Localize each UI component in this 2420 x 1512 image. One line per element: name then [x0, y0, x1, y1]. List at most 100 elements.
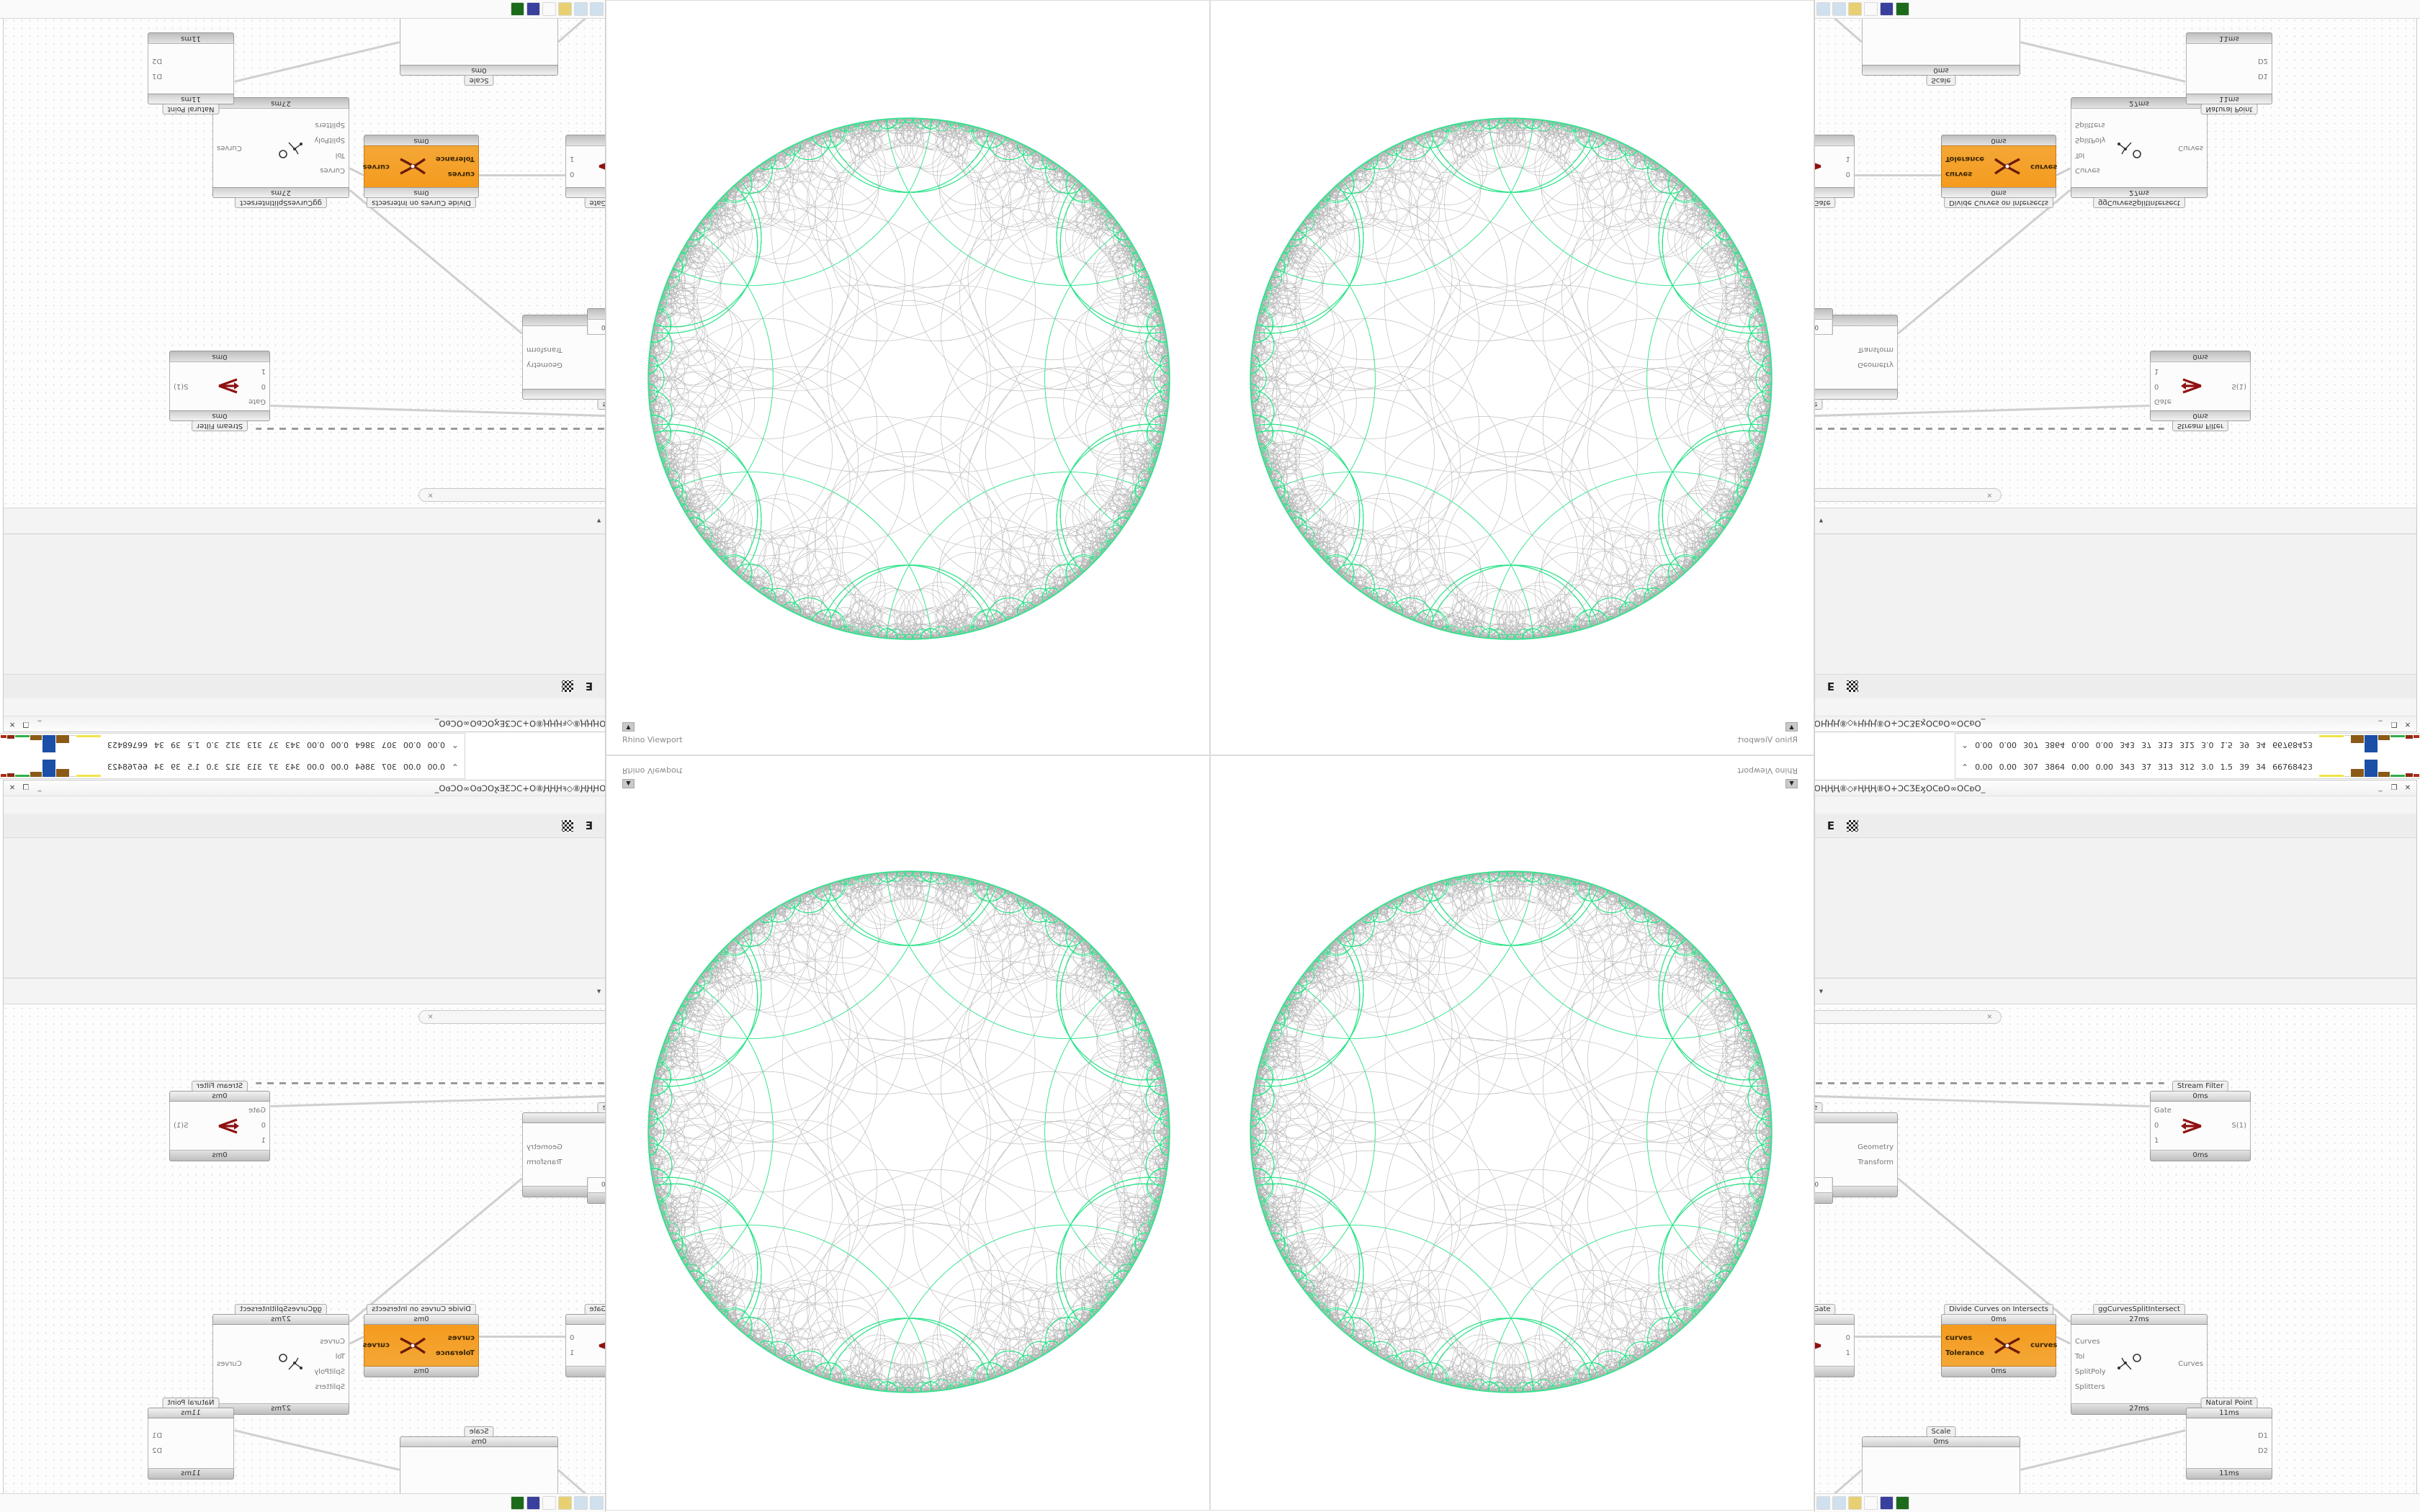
output-port[interactable]: S(1) — [2231, 1122, 2246, 1130]
output-port[interactable]: Geometry — [526, 1143, 563, 1151]
clear-search-icon[interactable]: ✕ — [428, 1014, 434, 1021]
output-port[interactable]: D2 — [2258, 1447, 2268, 1455]
close-button[interactable]: ✕ — [2402, 719, 2414, 729]
input-port[interactable]: curves — [436, 1334, 475, 1342]
taskbar-folder-icon[interactable] — [1847, 2, 1862, 16]
taskbar-blank-icon[interactable] — [1863, 1496, 1878, 1510]
node-outputs[interactable]: D1 D2 — [148, 1429, 166, 1458]
input-port[interactable]: Tol — [2075, 152, 2106, 160]
gh-component[interactable]: Scale0ms0ms — [1862, 1426, 2020, 1506]
minimize-button[interactable]: _ — [34, 719, 45, 729]
minimize-button[interactable]: _ — [34, 783, 45, 793]
node-outputs[interactable]: S(1) — [2228, 379, 2250, 393]
node-body[interactable]: D1 D2 — [148, 1418, 234, 1469]
node-outputs[interactable]: curves — [359, 1338, 393, 1352]
window-controls[interactable]: _ ❐ ✕ — [6, 783, 45, 793]
taskbar-save-icon[interactable] — [526, 1496, 541, 1510]
rhino-viewport-cell[interactable]: Rhino Viewport ▲ — [606, 0, 1210, 755]
scroller-digit[interactable]: 0 — [1801, 1178, 1833, 1192]
output-port[interactable]: Curves — [217, 144, 242, 152]
node-outputs[interactable] — [2012, 30, 2020, 36]
taskbar-terminal-icon[interactable] — [511, 2, 525, 16]
input-port[interactable]: Gate — [2154, 397, 2172, 405]
node-inputs[interactable] — [550, 30, 557, 36]
gh-component[interactable]: ggCurvesSplitIntersect 27ms Curves Tol Split… — [212, 97, 349, 208]
input-port[interactable]: Tolerance — [1945, 1349, 1984, 1357]
input-port[interactable]: curves — [1945, 1334, 1984, 1342]
node-body[interactable]: curves Tolerance curves — [363, 1325, 479, 1367]
node-outputs[interactable]: Geometry Transform — [1854, 1140, 1897, 1169]
input-port[interactable]: curves — [436, 171, 475, 179]
node-outputs[interactable]: Geometry Transform — [523, 343, 566, 372]
taskbar-folder-icon[interactable] — [558, 2, 573, 16]
node-outputs[interactable]: Curves — [213, 1357, 246, 1371]
input-port[interactable]: SplitPoly — [2075, 1368, 2106, 1376]
input-port[interactable]: Gate — [248, 1107, 266, 1115]
input-port[interactable]: Splitters — [314, 122, 345, 130]
output-port[interactable]: Curves — [217, 1360, 242, 1368]
node-outputs[interactable]: Curves — [213, 141, 246, 155]
output-port[interactable]: Curves — [2178, 144, 2203, 152]
node-outputs[interactable] — [2012, 1477, 2020, 1482]
node-outputs[interactable]: S(1) — [2228, 1119, 2250, 1133]
node-inputs[interactable]: Curves Tol SplitPoly Splitters — [2071, 1335, 2110, 1394]
taskbar-blank-icon[interactable] — [542, 2, 557, 16]
output-port[interactable]: Transform — [526, 1158, 563, 1166]
input-port[interactable]: Curves — [2075, 1338, 2106, 1346]
input-port[interactable]: Gate — [248, 397, 266, 405]
node-outputs[interactable]: Curves — [2174, 141, 2207, 155]
taskbar-terminal-icon[interactable] — [1895, 1496, 1909, 1510]
output-port[interactable]: Curves — [2178, 1360, 2203, 1368]
node-outputs[interactable] — [400, 1477, 408, 1482]
node-inputs[interactable]: Curves Tol SplitPoly Splitters — [310, 119, 349, 178]
gh-component[interactable]: ggCurvesSplitIntersect 27ms Curves Tol Split… — [212, 1304, 349, 1415]
node-inputs[interactable]: Curves Tol SplitPoly Splitters — [310, 1335, 349, 1394]
gh-component[interactable]: Natural Point 11ms D1 D2 11ms — [2186, 32, 2272, 114]
output-port[interactable]: 0 — [570, 1334, 574, 1342]
gh-component[interactable]: Natural Point 11ms D1 D2 11ms — [2186, 1398, 2272, 1480]
taskbar-folder-icon[interactable] — [558, 1496, 573, 1510]
node-outputs[interactable]: D1 D2 — [2254, 1429, 2272, 1458]
node-outputs[interactable]: D1 D2 — [148, 55, 166, 84]
window-controls[interactable]: _ ❐ ✕ — [2375, 783, 2414, 793]
ribbon-category-26[interactable]: E — [1820, 816, 1842, 836]
output-port[interactable]: 0 — [1846, 171, 1850, 179]
input-port[interactable]: 1 — [248, 1137, 266, 1145]
node-outputs[interactable]: curves — [2027, 160, 2061, 174]
node-outputs[interactable]: S(1) — [170, 1119, 192, 1133]
node-inputs[interactable] — [226, 1441, 233, 1446]
viewport-arrow-icon[interactable]: ▲ — [1785, 722, 1798, 732]
taskbar-blank-icon[interactable] — [542, 1496, 557, 1510]
node-body[interactable]: D1 D2 — [148, 43, 234, 94]
input-port[interactable]: Tol — [314, 1353, 345, 1361]
input-port[interactable]: 0 — [248, 1122, 266, 1130]
taskbar-text-editor-icon[interactable] — [590, 1496, 604, 1510]
output-port[interactable]: 1 — [1846, 1349, 1850, 1357]
gh-component[interactable]: Divide Curves on Intersects 0ms curves Tole… — [1941, 1304, 2057, 1377]
output-port[interactable]: Geometry — [1857, 1143, 1894, 1151]
node-inputs[interactable]: Gate 0 1 — [245, 1104, 269, 1148]
node-inputs[interactable] — [2187, 66, 2194, 72]
node-inputs[interactable] — [2187, 1441, 2194, 1446]
taskbar-text-editor-icon[interactable] — [590, 2, 604, 16]
output-port[interactable]: curves — [363, 1341, 390, 1349]
node-body[interactable]: D1 D2 — [2186, 1418, 2272, 1469]
output-port[interactable]: 1 — [570, 156, 574, 163]
taskbar-blank-icon[interactable] — [1863, 2, 1878, 16]
input-port[interactable]: 0 — [2154, 1122, 2172, 1130]
ribbon-category-27[interactable] — [557, 677, 578, 697]
input-port[interactable]: Curves — [314, 167, 345, 175]
node-inputs[interactable] — [550, 1477, 557, 1482]
node-outputs[interactable]: D1 D2 — [2254, 55, 2272, 84]
ribbon-category-27[interactable] — [1842, 677, 1863, 697]
ribbon-category-26[interactable]: E — [1820, 677, 1842, 697]
node-body[interactable]: Gate 0 1 S(1) — [2150, 1102, 2251, 1151]
input-port[interactable]: curves — [1945, 171, 1984, 179]
output-port[interactable]: 1 — [570, 1349, 574, 1357]
input-port[interactable]: Curves — [314, 1338, 345, 1346]
taskbar-save-icon[interactable] — [526, 2, 541, 16]
taskbar-text-editor-icon[interactable] — [1832, 2, 1846, 16]
